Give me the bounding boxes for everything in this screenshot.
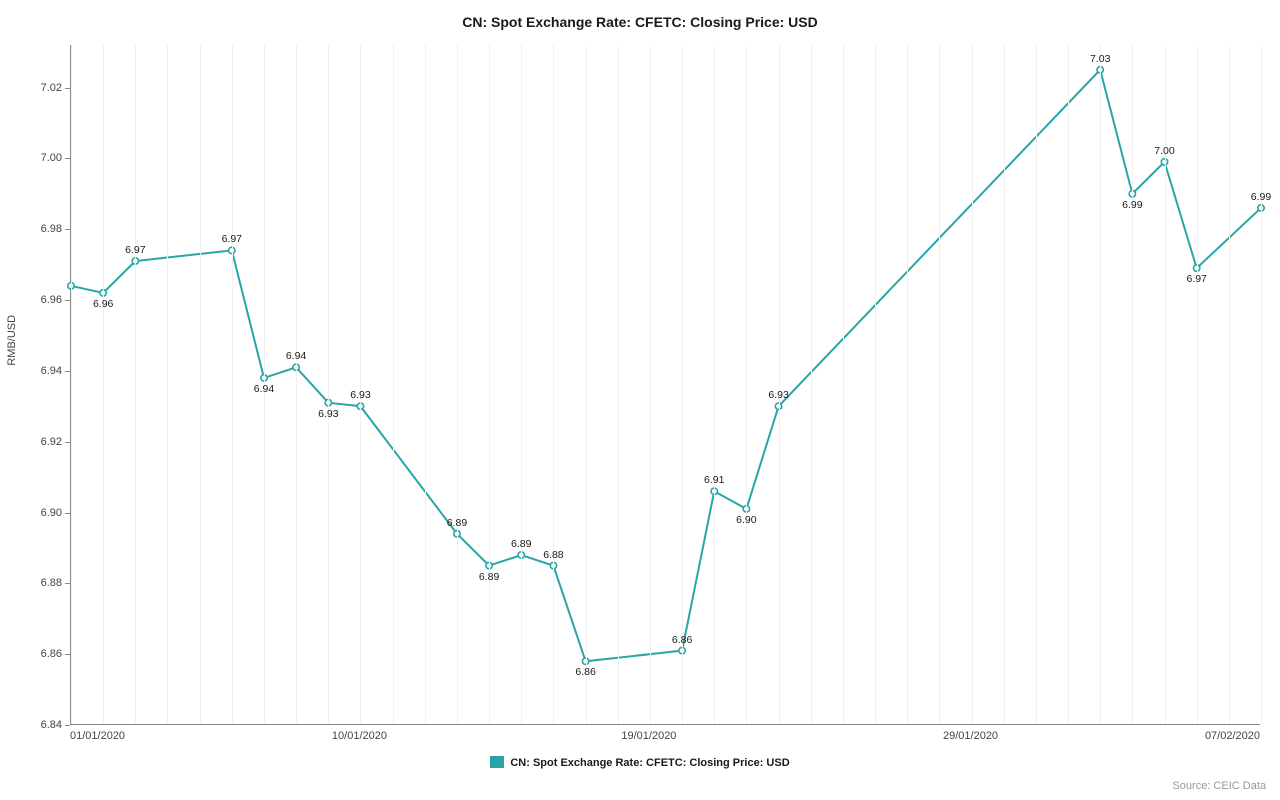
grid-line-v — [360, 45, 361, 724]
data-point-label: 6.99 — [1122, 199, 1142, 211]
data-point-label: 6.97 — [1186, 273, 1206, 285]
data-point-label: 6.94 — [286, 350, 306, 362]
data-point-label: 6.86 — [672, 634, 692, 646]
y-tick-label: 7.00 — [12, 152, 62, 164]
grid-line-v — [103, 45, 104, 724]
grid-line-v — [907, 45, 908, 724]
grid-line-v — [1004, 45, 1005, 724]
y-tick-mark — [65, 88, 70, 89]
grid-line-v — [232, 45, 233, 724]
y-tick-label: 6.96 — [12, 294, 62, 306]
y-tick-mark — [65, 583, 70, 584]
grid-line-v — [843, 45, 844, 724]
y-tick-label: 6.88 — [12, 577, 62, 589]
data-point-label: 6.90 — [736, 514, 756, 526]
x-tick-label: 10/01/2020 — [332, 730, 387, 742]
y-tick-label: 7.02 — [12, 82, 62, 94]
source-text: Source: CEIC Data — [1172, 780, 1266, 792]
legend: CN: Spot Exchange Rate: CFETC: Closing P… — [0, 757, 1280, 769]
grid-line-v — [1229, 45, 1230, 724]
grid-line-v — [618, 45, 619, 724]
grid-line-v — [1132, 45, 1133, 724]
y-tick-mark — [65, 654, 70, 655]
y-tick-mark — [65, 300, 70, 301]
legend-color-chip — [490, 756, 504, 768]
chart-title: CN: Spot Exchange Rate: CFETC: Closing P… — [0, 0, 1280, 30]
series-path — [71, 70, 1261, 661]
y-tick-mark — [65, 513, 70, 514]
grid-line-v — [1261, 45, 1262, 724]
grid-line-v — [939, 45, 940, 724]
line-series — [71, 45, 1260, 724]
grid-line-v — [521, 45, 522, 724]
y-tick-mark — [65, 371, 70, 372]
data-point-label: 6.96 — [93, 298, 113, 310]
grid-line-v — [296, 45, 297, 724]
y-tick-label: 6.92 — [12, 436, 62, 448]
grid-line-v — [425, 45, 426, 724]
grid-line-v — [1036, 45, 1037, 724]
data-point-label: 6.91 — [704, 474, 724, 486]
y-tick-mark — [65, 725, 70, 726]
data-point-label: 6.88 — [543, 549, 563, 561]
y-tick-mark — [65, 442, 70, 443]
x-tick-label: 19/01/2020 — [621, 730, 676, 742]
plot-area: 6.96 6.97 6.97 6.94 6.94 6.93 6.93 6.89 6.89 6.89… — [70, 45, 1260, 725]
data-point-label: 6.89 — [447, 517, 467, 529]
grid-line-v — [746, 45, 747, 724]
y-tick-mark — [65, 158, 70, 159]
grid-line-v — [1100, 45, 1101, 724]
data-point-label: 6.99 — [1251, 191, 1271, 203]
data-point-label: 6.97 — [125, 244, 145, 256]
grid-line-v — [811, 45, 812, 724]
grid-line-v — [135, 45, 136, 724]
legend-label: CN: Spot Exchange Rate: CFETC: Closing P… — [510, 757, 789, 769]
grid-line-v — [779, 45, 780, 724]
grid-line-v — [714, 45, 715, 724]
grid-line-v — [167, 45, 168, 724]
x-tick-label: 29/01/2020 — [943, 730, 998, 742]
y-tick-label: 6.98 — [12, 223, 62, 235]
y-tick-label: 6.86 — [12, 648, 62, 660]
data-point-label: 6.89 — [479, 571, 499, 583]
data-point-label: 6.86 — [575, 666, 595, 678]
grid-line-v — [489, 45, 490, 724]
grid-line-v — [875, 45, 876, 724]
grid-line-v — [553, 45, 554, 724]
grid-line-v — [586, 45, 587, 724]
data-point-label: 6.93 — [768, 389, 788, 401]
grid-line-v — [393, 45, 394, 724]
data-point-label: 7.00 — [1154, 145, 1174, 157]
data-point-label: 6.94 — [254, 383, 274, 395]
chart-container: CN: Spot Exchange Rate: CFETC: Closing P… — [0, 0, 1280, 800]
grid-line-v — [650, 45, 651, 724]
grid-line-v — [200, 45, 201, 724]
y-tick-label: 6.94 — [12, 365, 62, 377]
grid-line-v — [1068, 45, 1069, 724]
y-tick-label: 6.90 — [12, 507, 62, 519]
data-point-label: 6.89 — [511, 538, 531, 550]
grid-line-v — [328, 45, 329, 724]
data-point-label: 6.97 — [222, 233, 242, 245]
x-tick-label: 01/01/2020 — [70, 730, 125, 742]
y-tick-label: 6.84 — [12, 719, 62, 731]
grid-line-v — [457, 45, 458, 724]
y-tick-mark — [65, 229, 70, 230]
data-point-label: 6.93 — [318, 408, 338, 420]
grid-line-v — [1197, 45, 1198, 724]
data-point-label: 6.93 — [350, 389, 370, 401]
grid-line-v — [972, 45, 973, 724]
x-tick-label: 07/02/2020 — [1205, 730, 1260, 742]
grid-line-v — [71, 45, 72, 724]
grid-line-v — [682, 45, 683, 724]
y-axis-label: RMB/USD — [6, 315, 18, 366]
data-point-label: 7.03 — [1090, 53, 1110, 65]
